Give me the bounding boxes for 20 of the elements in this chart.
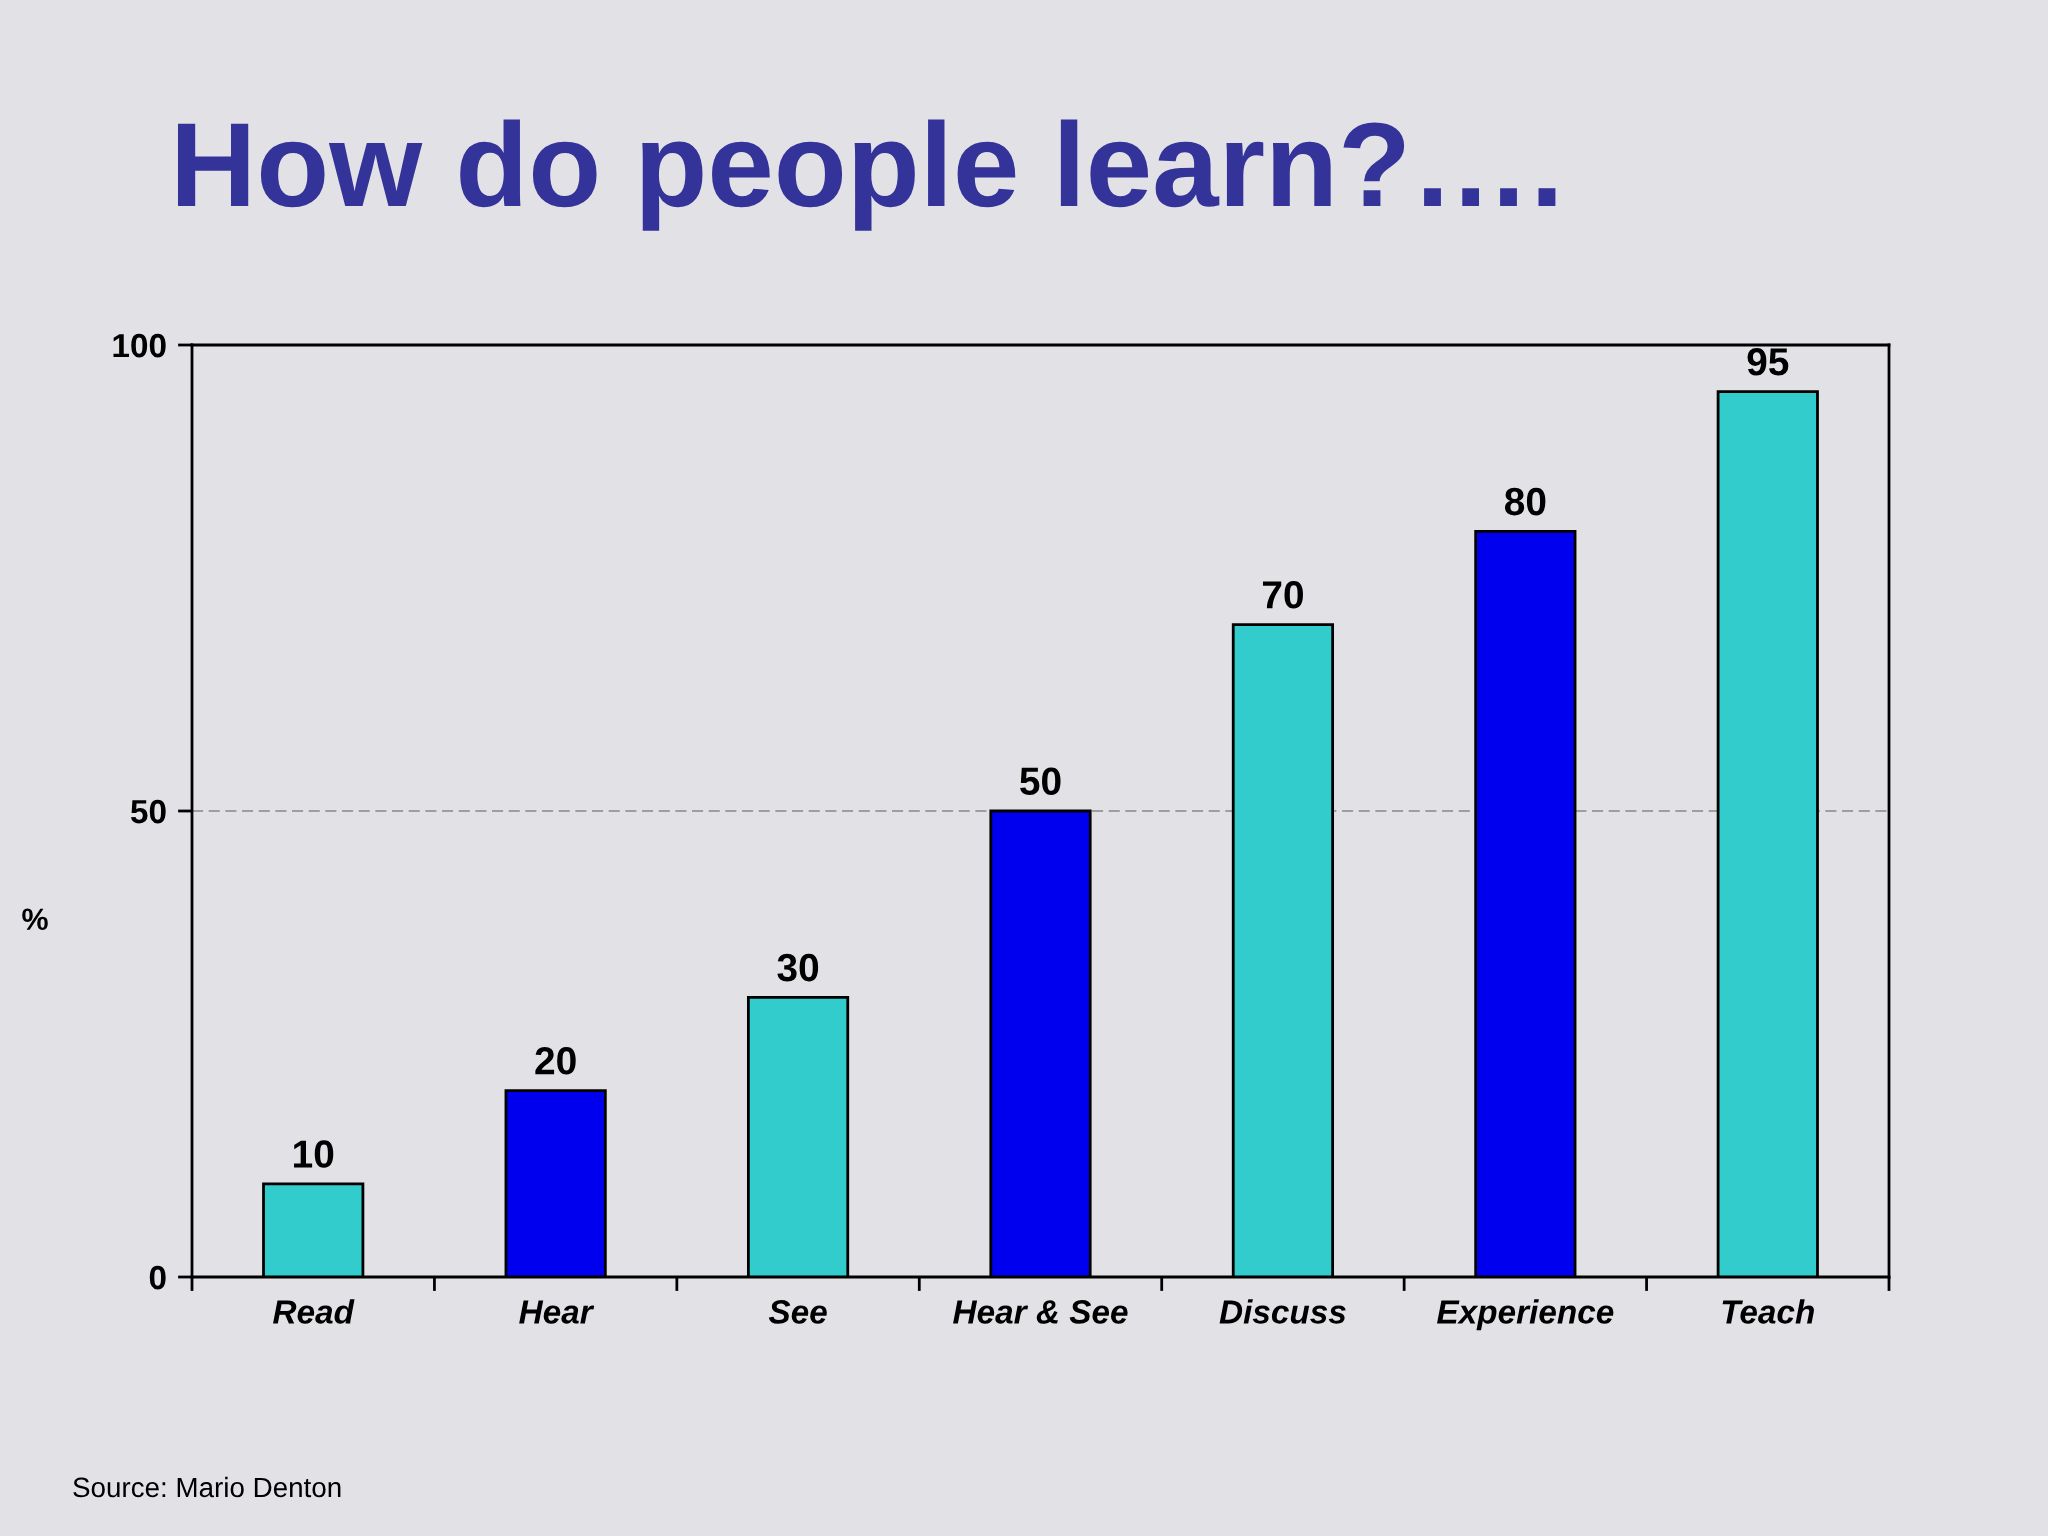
y-tick-label: 0 — [149, 1265, 166, 1290]
data-label: 30 — [777, 953, 819, 982]
data-label: 10 — [294, 1140, 334, 1168]
x-tick-label: Experience — [1437, 1299, 1614, 1331]
data-label: 20 — [535, 1047, 576, 1075]
data-label: 80 — [1504, 487, 1546, 516]
x-tick-label: Hear — [519, 1300, 595, 1324]
x-tick-label: Teach — [1722, 1299, 1814, 1324]
x-tick-label: Hear & See — [953, 1300, 1128, 1324]
y-axis-title: % — [22, 908, 48, 931]
source-note: Source: Mario Denton — [73, 1476, 341, 1498]
data-label: 95 — [1747, 348, 1789, 376]
y-tick-label: 100 — [113, 333, 166, 358]
x-tick-label: Read — [273, 1299, 355, 1324]
y-tick-label: 50 — [130, 799, 166, 824]
data-label: 70 — [1262, 581, 1303, 609]
x-tick-label: Discuss — [1219, 1299, 1346, 1324]
chart-title: How do people learn?…. — [177, 119, 1556, 231]
data-label: 50 — [1020, 767, 1061, 795]
x-tick-label: See — [768, 1300, 827, 1324]
